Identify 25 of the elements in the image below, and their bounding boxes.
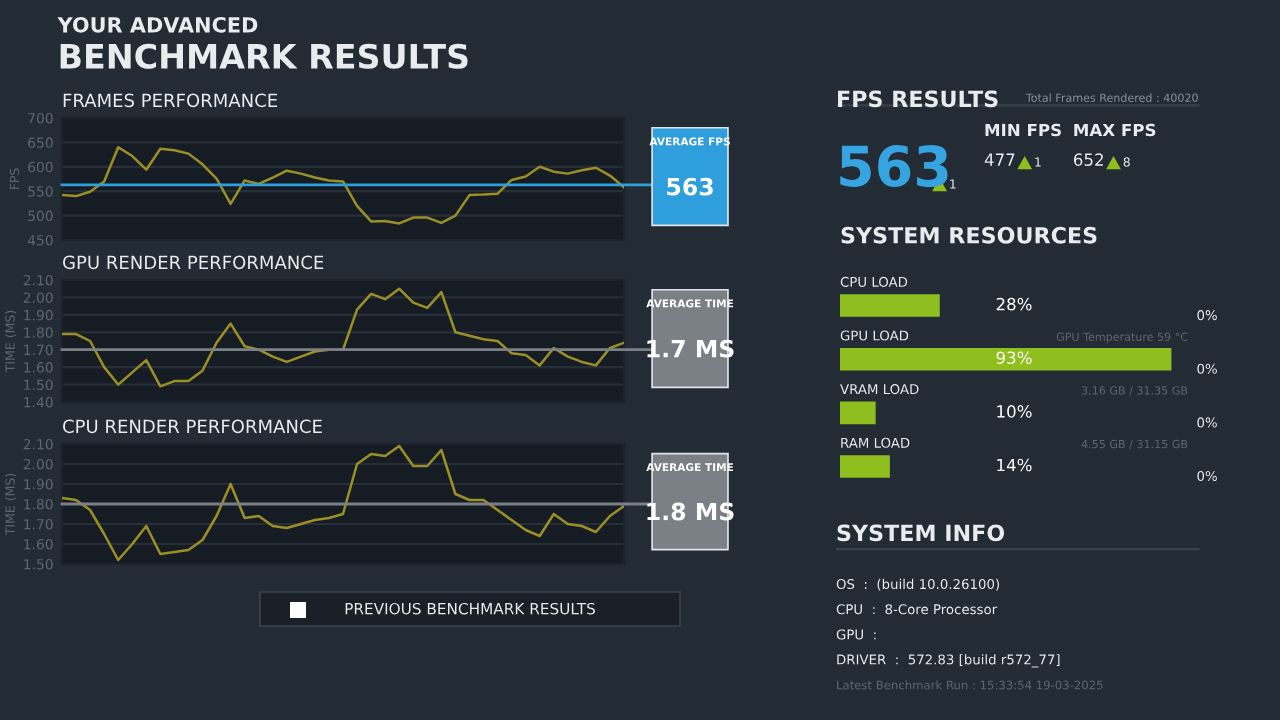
line-series [62, 444, 624, 562]
data-label: 10% [997, 405, 1032, 418]
line-series [62, 287, 624, 388]
text: MAX FPS [1074, 123, 1156, 137]
data-label: 28% [996, 297, 1032, 311]
text: FPS RESULTS [838, 90, 998, 108]
line-series [62, 146, 624, 225]
text: 563 [840, 145, 948, 188]
chart-title: GPU RENDER PERFORMANCE [63, 255, 324, 270]
text: YOUR ADVANCED [57, 16, 258, 33]
data-label: 14% [997, 458, 1032, 472]
bar [840, 347, 1172, 371]
data-label: 93% [996, 351, 1032, 365]
chart-title: FRAMES PERFORMANCE [63, 93, 278, 108]
text: 652 [1073, 153, 1103, 166]
text: 477 [984, 153, 1015, 166]
chart-title: CPU RENDER PERFORMANCE [63, 419, 322, 434]
bar [840, 455, 890, 478]
text: 563 [667, 177, 713, 196]
text: MIN FPS [985, 123, 1061, 137]
bar [840, 401, 876, 425]
text: BENCHMARK RESULTS [60, 43, 468, 69]
text: SYSTEM INFO [837, 524, 1005, 542]
chart-title: SYSTEM RESOURCES [841, 226, 1097, 244]
bar [840, 294, 940, 317]
